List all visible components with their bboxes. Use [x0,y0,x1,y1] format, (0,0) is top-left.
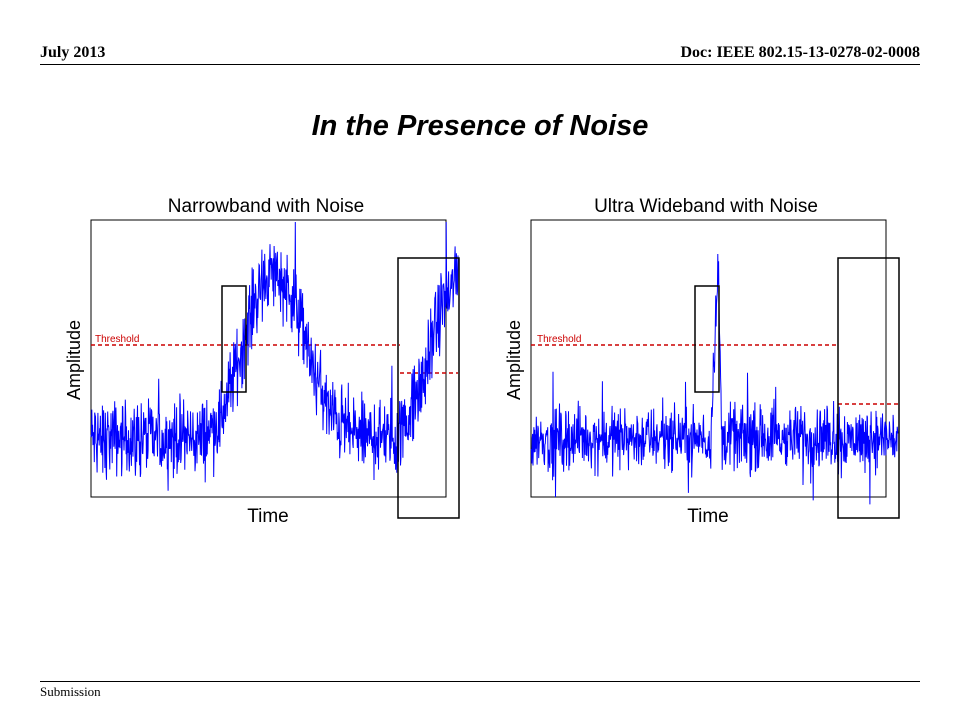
threshold-label: Threshold [537,334,581,345]
plot-frame [530,219,887,498]
plot-frame [90,219,447,498]
y-axis-label: Amplitude [504,320,524,400]
signal-trace [90,221,459,491]
threshold-label: Threshold [95,334,139,345]
x-axis-label: Time [247,506,289,527]
chart-title: Ultra Wideband with Noise [594,196,818,217]
header-date: July 2013 [40,44,106,61]
header-rule [40,64,920,65]
zoom-window-box [397,257,460,519]
footer-rule [40,681,920,682]
header-doc-id: Doc: IEEE 802.15-13-0278-02-0008 [680,44,920,61]
narrowband-chart: Narrowband with Noise Threshold Amplitud… [64,196,460,527]
signal-trace [530,253,899,505]
ultra-wideband-chart: Ultra Wideband with Noise Threshold Ampl… [504,196,900,527]
detection-window-box [221,285,247,393]
slide-title: In the Presence of Noise [311,110,649,142]
x-axis-label: Time [687,506,729,527]
zoom-window-box [837,257,900,519]
chart-title: Narrowband with Noise [168,196,364,217]
footer-label: Submission [40,684,101,699]
y-axis-label: Amplitude [64,320,84,400]
detection-window-box [694,285,720,393]
